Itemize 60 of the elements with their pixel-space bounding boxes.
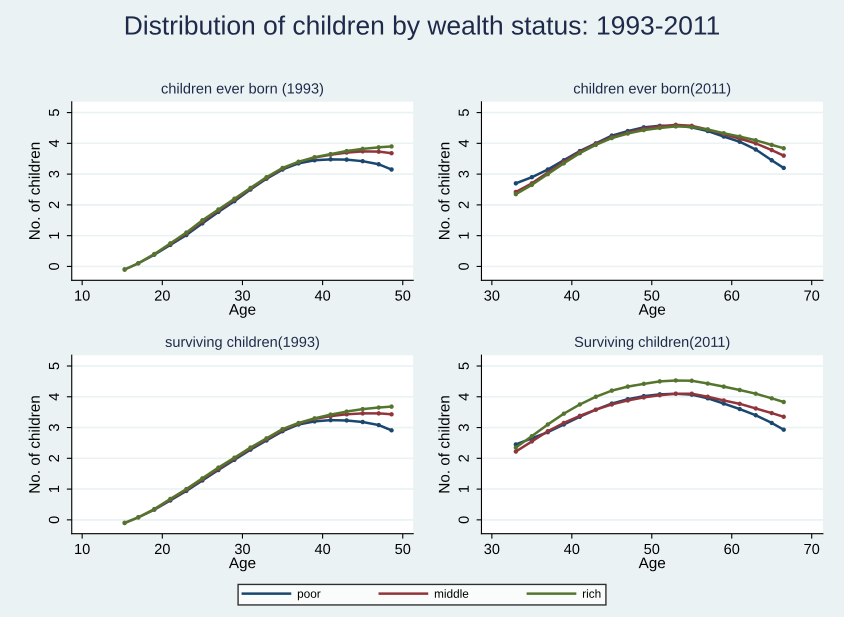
x-axis-title: Age xyxy=(228,304,256,318)
x-tick-label: 30 xyxy=(484,290,500,301)
y-tick-label: 5 xyxy=(458,109,469,116)
y-tick-label: 0 xyxy=(458,516,469,524)
x-tick-label: 30 xyxy=(484,544,500,554)
x-tick-label: 40 xyxy=(314,544,330,554)
x-tick-label: 10 xyxy=(75,290,90,301)
x-tick-label: 70 xyxy=(804,290,820,301)
y-tick-label: 5 xyxy=(48,109,60,116)
chart-subtitle: children ever born (1993) xyxy=(162,82,324,96)
y-tick-label: 2 xyxy=(458,454,469,462)
legend-label: poor xyxy=(298,591,321,600)
y-tick-label: 3 xyxy=(48,424,60,432)
x-axis-title: Age xyxy=(638,304,666,318)
y-tick-label: 1 xyxy=(458,232,469,239)
y-tick-label: 5 xyxy=(458,362,469,370)
y-tick-label: 0 xyxy=(48,262,60,270)
y-axis-title: No. of children xyxy=(28,396,40,492)
x-tick-label: 30 xyxy=(234,544,250,554)
x-tick-label: 20 xyxy=(154,290,170,301)
y-axis-title: No. of children xyxy=(28,142,40,240)
y-tick-label: 2 xyxy=(48,454,59,462)
y-tick-label: 2 xyxy=(48,202,59,208)
y-tick-label: 0 xyxy=(458,262,469,270)
x-tick-label: 50 xyxy=(644,290,660,301)
chart-subtitle: Surviving children(2011) xyxy=(574,336,730,350)
legend-label: rich xyxy=(582,589,600,598)
chart-subtitle: surviving children(1993) xyxy=(165,336,319,350)
y-tick-label: 0 xyxy=(48,516,60,524)
x-tick-label: 40 xyxy=(564,290,580,301)
y-axis-title: No. of children xyxy=(438,142,450,240)
y-tick-label: 1 xyxy=(48,486,59,492)
y-tick-label: 3 xyxy=(458,424,469,432)
chart-title: Distribution of children by wealth status: 1993-2011 xyxy=(126,15,720,40)
x-tick-label: 50 xyxy=(395,544,410,554)
x-tick-label: 50 xyxy=(644,544,660,554)
y-tick-label: 3 xyxy=(458,170,469,178)
x-tick-label: 30 xyxy=(234,290,250,301)
x-tick-label: 60 xyxy=(724,544,740,554)
x-tick-label: 40 xyxy=(314,290,330,301)
y-axis-title: No. of children xyxy=(438,396,450,492)
y-tick-label: 5 xyxy=(48,362,60,370)
y-tick-label: 4 xyxy=(48,393,59,400)
x-tick-label: 20 xyxy=(154,544,170,554)
legend-label: middle xyxy=(434,589,468,598)
x-tick-label: 60 xyxy=(724,290,740,301)
y-tick-label: 1 xyxy=(458,486,469,492)
x-tick-label: 10 xyxy=(75,544,90,554)
y-tick-label: 4 xyxy=(458,140,469,148)
x-tick-label: 50 xyxy=(395,290,410,301)
y-tick-label: 4 xyxy=(458,393,469,400)
x-tick-label: 40 xyxy=(564,544,580,554)
y-tick-label: 4 xyxy=(48,140,59,148)
x-axis-title: Age xyxy=(638,558,666,572)
x-axis-title: Age xyxy=(228,558,256,572)
chart-subtitle: children ever born(2011) xyxy=(574,82,730,96)
y-tick-label: 3 xyxy=(48,170,60,178)
y-tick-label: 2 xyxy=(458,202,469,208)
y-tick-label: 1 xyxy=(48,232,59,239)
x-tick-label: 70 xyxy=(804,544,820,554)
